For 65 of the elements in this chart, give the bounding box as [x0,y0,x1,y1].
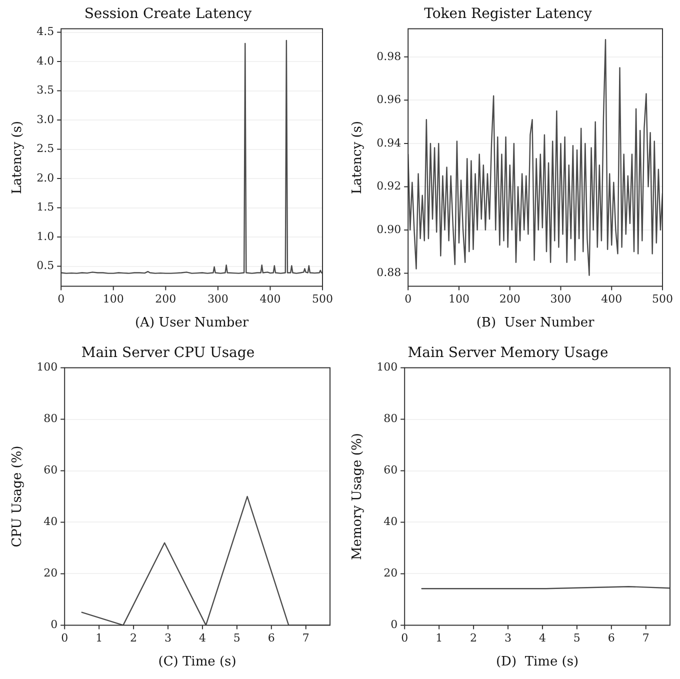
y-tick-label: 1.5 [36,200,54,214]
chart-title: Token Register Latency [424,6,592,22]
x-tick-label: 3 [164,632,172,645]
y-tick-label: 0.5 [36,259,54,272]
x-axis-title: (B) User Number [476,316,596,331]
y-tick-label: 20 [44,566,58,580]
y-axis-title: CPU Usage (%) [10,446,26,548]
x-tick-label: 0 [61,632,68,645]
y-tick-label: 0.94 [376,136,402,150]
x-tick-label: 2 [130,632,138,645]
y-tick-label: 100 [376,360,398,374]
x-tick-label: 200 [155,292,176,306]
x-tick-label: 400 [601,292,622,306]
y-tick-label: 80 [44,412,58,426]
x-tick-label: 0 [404,292,412,306]
x-tick-label: 4 [538,632,546,645]
x-tick-label: 7 [302,632,310,645]
x-tick-label: 300 [207,292,228,306]
y-tick-label: 0.90 [376,222,402,236]
x-tick-label: 100 [448,292,470,306]
x-tick-label: 4 [198,632,206,645]
y-tick-label: 60 [384,464,398,477]
y-axis-title: Latency (s) [10,120,26,194]
x-axis-title: (A) User Number [134,316,250,331]
y-tick-label: 40 [44,515,58,528]
y-tick-label: 2.0 [36,171,54,184]
y-tick-label: 3.5 [36,84,54,97]
x-tick-label: 1 [436,632,443,645]
y-tick-label: 0.92 [376,180,402,193]
y-tick-label: 0.96 [376,93,402,106]
y-axis-title: Memory Usage (%) [350,433,366,560]
y-tick-label: 100 [36,360,58,374]
chart-title: Main Server CPU Usage [81,345,255,362]
x-tick-label: 100 [102,292,124,306]
x-tick-label: 3 [504,632,512,645]
x-tick-label: 400 [260,292,281,306]
x-axis-title: (C) Time (s) [158,654,236,670]
y-tick-label: 2.5 [36,142,54,156]
x-tick-label: 6 [268,632,275,645]
y-tick-label: 80 [384,412,398,426]
y-tick-label: 60 [44,464,58,477]
y-tick-label: 1.0 [36,230,54,243]
y-tick-label: 4.0 [36,54,54,68]
y-tick-label: 4.5 [36,25,54,38]
x-axis-title: (D) Time (s) [496,654,579,670]
x-tick-label: 300 [550,292,572,306]
chart-title: Main Server Memory Usage [408,345,608,362]
x-tick-label: 2 [470,632,478,645]
x-tick-label: 7 [642,632,650,645]
x-tick-label: 6 [608,632,615,645]
x-tick-label: 1 [96,632,103,645]
x-tick-label: 5 [573,632,580,645]
y-tick-label: 0 [390,618,398,632]
y-tick-label: 40 [384,515,398,528]
y-tick-label: 3.0 [36,112,54,126]
chart-title: Session Create Latency [84,6,252,22]
y-tick-label: 20 [384,566,398,580]
x-tick-label: 5 [233,632,240,645]
x-tick-label: 200 [499,292,520,306]
y-tick-label: 0.88 [376,266,402,280]
y-axis-title: Latency (s) [350,120,366,194]
y-tick-label: 0 [50,618,58,632]
x-tick-label: 500 [652,292,673,306]
x-tick-label: 500 [312,292,333,306]
y-tick-label: 0.98 [376,50,402,63]
